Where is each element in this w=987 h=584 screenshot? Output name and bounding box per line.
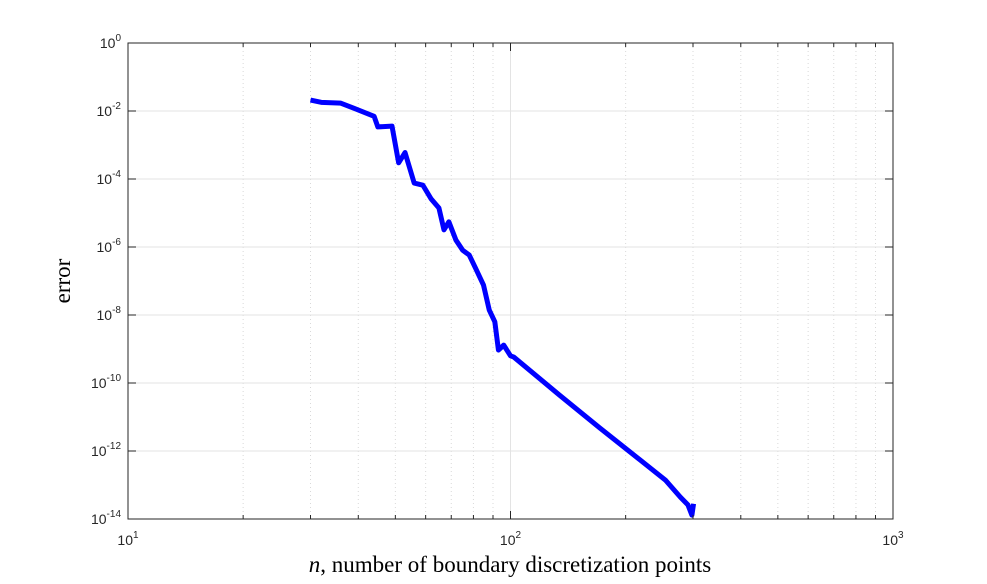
- tick-label-exponent: -6: [112, 237, 121, 248]
- tick-label-exponent: 1: [133, 530, 139, 541]
- x-axis-label: n, number of boundary discretization poi…: [309, 552, 711, 577]
- tick-label-exponent: 3: [898, 530, 904, 541]
- x-axis-label-var: n: [309, 552, 321, 577]
- tick-label: 10-12: [91, 441, 121, 459]
- tick-label-base: 10: [882, 532, 898, 548]
- tick-label: 10-4: [97, 169, 122, 187]
- tick-label: 10-2: [97, 101, 122, 119]
- tick-label-exponent: -10: [107, 373, 122, 384]
- tick-label-base: 10: [97, 171, 113, 187]
- tick-label-exponent: -12: [107, 441, 122, 452]
- series-layer: [309, 97, 697, 518]
- tick-label-base: 10: [91, 443, 107, 459]
- data-line: [309, 97, 697, 518]
- tick-label: 10-10: [91, 373, 121, 391]
- y-axis-label: error: [50, 258, 75, 303]
- tick-label-base: 10: [91, 511, 107, 527]
- tick-label: 10-14: [91, 509, 121, 527]
- tick-label: 100: [100, 33, 122, 51]
- tick-label: 10-6: [97, 237, 122, 255]
- tick-label-base: 10: [91, 375, 107, 391]
- tick-label-base: 10: [97, 103, 113, 119]
- tick-label-exponent: -14: [107, 509, 122, 520]
- tick-label-base: 10: [117, 532, 133, 548]
- tick-label: 101: [117, 530, 139, 548]
- tick-label: 102: [500, 530, 522, 548]
- tick-label-base: 10: [100, 35, 116, 51]
- tick-label-base: 10: [500, 532, 516, 548]
- x-axis-label-text: , number of boundary discretization poin…: [320, 552, 711, 577]
- tick-label-exponent: -4: [112, 169, 121, 180]
- tick-label-exponent: 2: [516, 530, 522, 541]
- tick-label-base: 10: [97, 239, 113, 255]
- ticks: 101 102 10310010-210-410-610-810-1010-1210…: [91, 33, 904, 548]
- tick-label-exponent: 0: [115, 33, 121, 44]
- tick-label: 10-8: [97, 305, 122, 323]
- tick-label: 103: [882, 530, 904, 548]
- tick-label-exponent: -8: [112, 305, 121, 316]
- tick-label-exponent: -2: [112, 101, 121, 112]
- tick-label-base: 10: [97, 307, 113, 323]
